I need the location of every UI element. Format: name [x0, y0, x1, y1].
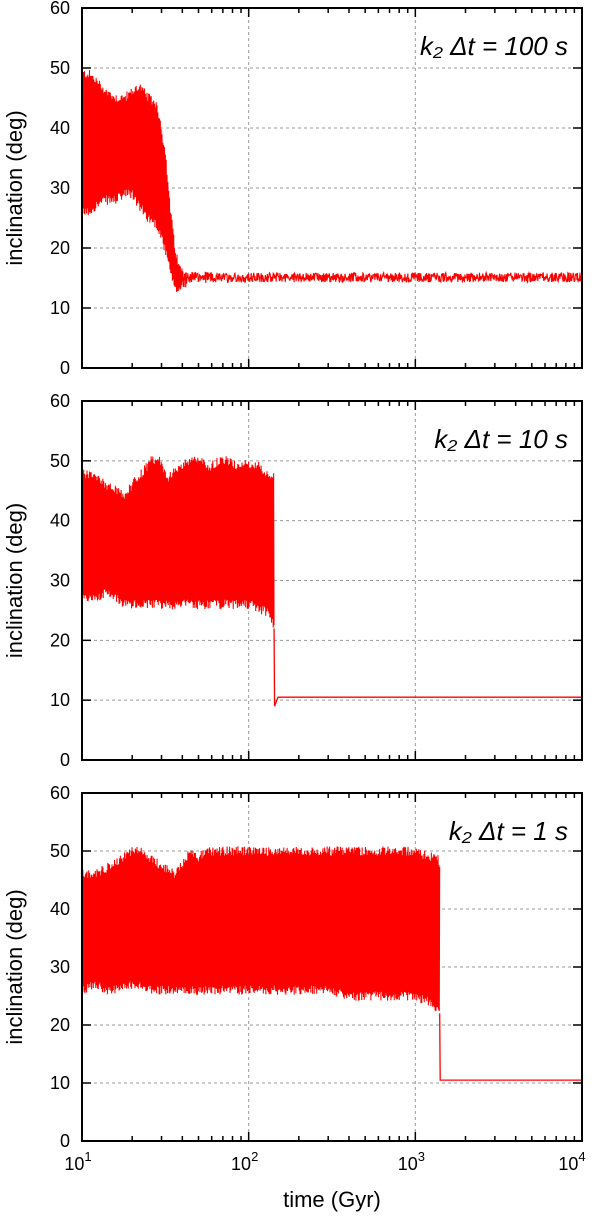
- y-tick-label: 10: [50, 298, 70, 318]
- y-tick-label: 40: [50, 511, 70, 531]
- y-tick-label: 20: [50, 1015, 70, 1035]
- x-tick-label: 102: [231, 1149, 258, 1174]
- x-axis-label: time (Gyr): [283, 1187, 381, 1212]
- x-tick-exponent: 3: [418, 1149, 425, 1164]
- x-tick-label: 104: [558, 1149, 585, 1174]
- y-tick-label: 30: [50, 178, 70, 198]
- y-axis-label: inclination (deg): [2, 503, 27, 658]
- y-tick-label: 0: [60, 358, 70, 378]
- series-group: [82, 456, 582, 707]
- y-tick-label: 10: [50, 690, 70, 710]
- series-oscillation: [82, 70, 582, 292]
- panel-10s: 0 10 20 30 40 50 60 inclination (deg) k₂ Δt = 10…: [2, 391, 583, 770]
- y-tick-label: 30: [50, 571, 70, 591]
- y-tick-label: 30: [50, 957, 70, 977]
- y-tick-label: 40: [50, 899, 70, 919]
- y-axis-label: inclination (deg): [2, 110, 27, 265]
- y-tick-label: 0: [60, 750, 70, 770]
- y-tick-label: 50: [50, 58, 70, 78]
- plot-frame: [81, 792, 583, 1142]
- y-tick-label: 20: [50, 238, 70, 258]
- y-tick-label: 0: [60, 1131, 70, 1151]
- y-tick-label: 60: [50, 783, 70, 803]
- x-tick-label: 103: [398, 1149, 425, 1174]
- x-tick-base: 10: [231, 1154, 251, 1174]
- panel-1s: 0 10 20 30 40 50 60 inclination (deg) k₂ Δt = 1 …: [2, 783, 583, 1151]
- y-tick-label: 60: [50, 391, 70, 411]
- y-tick-label: 60: [50, 0, 70, 18]
- plot-frame: [81, 400, 583, 761]
- y-tick-label: 20: [50, 630, 70, 650]
- series-group: [82, 70, 582, 292]
- panel-annotation: k₂ Δt = 10 s: [434, 424, 568, 454]
- series-line: [273, 628, 582, 707]
- x-tick-exponent: 1: [84, 1149, 91, 1164]
- x-tick-base: 10: [64, 1154, 84, 1174]
- y-tick-label: 40: [50, 118, 70, 138]
- series-line: [439, 1013, 582, 1081]
- y-axis-label: inclination (deg): [2, 889, 27, 1044]
- x-tick-label: 101: [64, 1149, 91, 1174]
- x-tick-base: 10: [398, 1154, 418, 1174]
- x-tick-exponent: 2: [251, 1149, 258, 1164]
- y-tick-label: 50: [50, 841, 70, 861]
- x-tick-exponent: 4: [578, 1149, 585, 1164]
- plot-frame: [81, 7, 583, 369]
- x-tick-base: 10: [558, 1154, 578, 1174]
- y-tick-label: 10: [50, 1073, 70, 1093]
- panel-annotation: k₂ Δt = 1 s: [449, 816, 568, 846]
- panel-100s: 0 10 20 30 40 50 60 inclination (deg) k₂ Δt = 10…: [2, 0, 583, 378]
- series-group: [82, 846, 582, 1081]
- series-oscillation: [82, 846, 441, 1012]
- y-tick-label: 50: [50, 451, 70, 471]
- panel-annotation: k₂ Δt = 100 s: [420, 31, 568, 61]
- series-oscillation: [82, 456, 275, 628]
